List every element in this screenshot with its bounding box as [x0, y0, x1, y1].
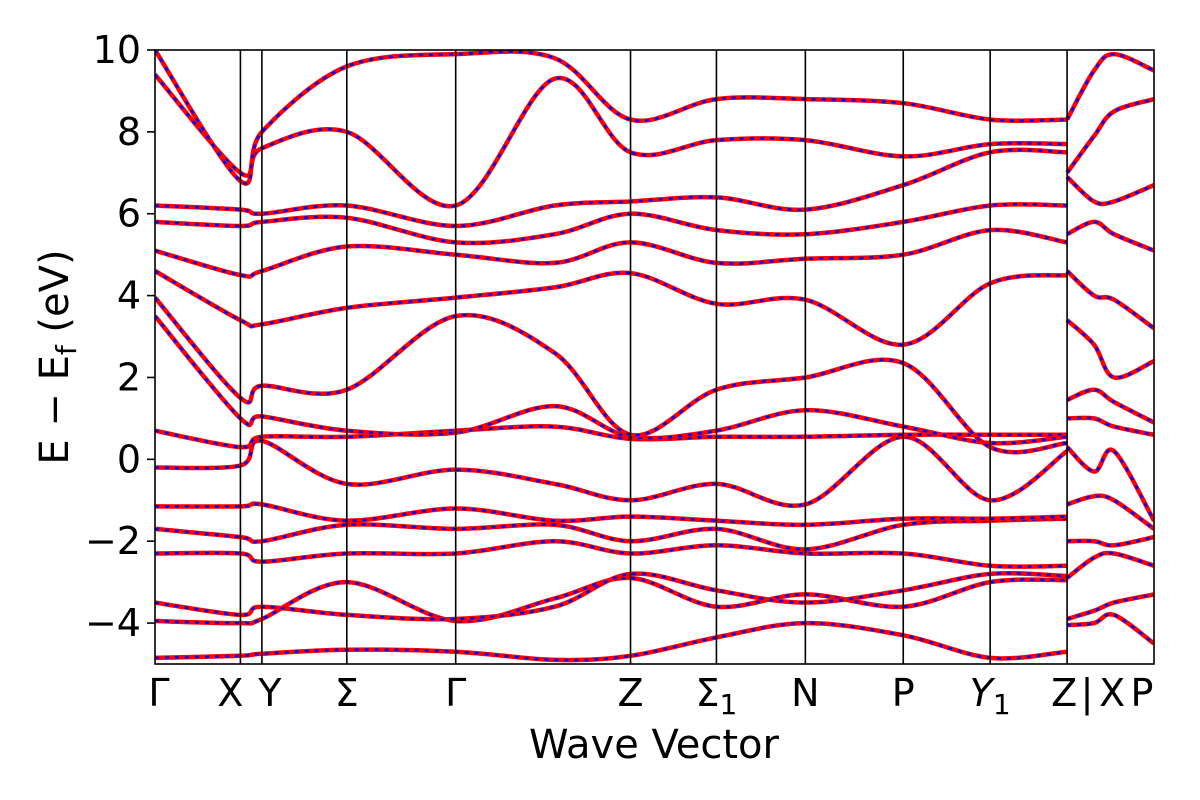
x-tick-label: Y1: [970, 671, 1011, 721]
x-tick-label: Σ1: [696, 671, 738, 721]
x-tick-label: Y: [257, 671, 282, 715]
band-line-dashed-19: [1067, 535, 1154, 547]
x-ticks: Γ X Y Σ Γ Z Σ1 N P Y1 Z | X P: [148, 671, 1153, 721]
band-line-solid-4: [155, 516, 1068, 552]
band-line-solid-22: [1067, 415, 1154, 438]
band-line-dashed-16: [1067, 612, 1154, 645]
band-line-dashed-29: [1065, 52, 1154, 121]
band-line-solid-15: [155, 50, 1068, 186]
y-tick-label: −2: [85, 519, 141, 563]
band-line-solid-11: [155, 227, 1068, 279]
x-tick-label: X: [217, 671, 243, 715]
band-line-dashed-14: [155, 73, 1068, 208]
band-line-dashed-15: [155, 50, 1068, 185]
band-line-dashed-0: [155, 621, 1068, 662]
band-line-solid-24: [1065, 318, 1154, 380]
band-line-dashed-23: [1066, 388, 1154, 424]
kpoint-lines: [239, 50, 1068, 664]
band-line-solid-18: [1065, 550, 1154, 580]
band-line-dashed-11: [155, 228, 1068, 278]
x-axis-label: Wave Vector: [529, 722, 780, 768]
x-tick-label: Γ: [445, 671, 466, 715]
band-line-solid-16: [1066, 611, 1154, 646]
band-line-solid-2: [155, 570, 1068, 622]
band-line-solid-28: [1065, 96, 1154, 175]
x-tick-label: Σ: [335, 671, 359, 715]
band-line-dashed-17: [1066, 593, 1154, 621]
y-axis-label: E − Ef (eV): [32, 249, 83, 464]
band-line-solid-27: [1065, 175, 1154, 207]
x-tick-label: Z: [1051, 671, 1077, 715]
band-line-dashed-22: [1067, 416, 1154, 437]
y-tick-label: −4: [85, 601, 141, 645]
x-tick-label: Γ: [148, 671, 169, 715]
band-line-dashed-26: [1066, 220, 1154, 252]
y-tick-label: 10: [93, 28, 141, 72]
band-lines: [155, 50, 1154, 663]
x-tick-label: P: [1131, 671, 1154, 715]
band-line-solid-3: [155, 538, 1068, 569]
band-line-dashed-4: [155, 517, 1068, 551]
x-tick-label: P: [892, 671, 915, 715]
band-line-dashed-28: [1066, 97, 1154, 174]
x-tick-label: X: [1099, 671, 1125, 715]
y-tick-label: 0: [117, 437, 141, 481]
band-line-dashed-27: [1066, 175, 1154, 206]
y-ticks: −4 −2 0 2 4 6 8 10: [85, 28, 155, 645]
y-tick-label: 2: [117, 355, 141, 399]
x-tick-label: |: [1081, 671, 1094, 716]
x-tick-label: N: [791, 671, 819, 715]
y-tick-label: 6: [117, 192, 141, 236]
band-line-dashed-12: [155, 203, 1068, 245]
band-line-dashed-9: [155, 296, 1068, 454]
band-line-dashed-25: [1066, 270, 1154, 330]
x-tick-label: Z: [618, 671, 644, 715]
band-line-solid-14: [155, 73, 1068, 209]
band-line-dashed-20: [1066, 494, 1154, 530]
band-line-solid-6: [155, 434, 1069, 508]
band-line-dashed-13: [155, 148, 1068, 228]
band-line-solid-10: [155, 269, 1068, 347]
plot-frame: [154, 49, 1155, 665]
y-tick-label: 8: [117, 110, 141, 154]
band-line-dashed-3: [155, 539, 1068, 568]
y-tick-label: 4: [117, 274, 141, 318]
band-line-dashed-18: [1066, 551, 1154, 580]
band-line-solid-21: [1065, 445, 1154, 522]
